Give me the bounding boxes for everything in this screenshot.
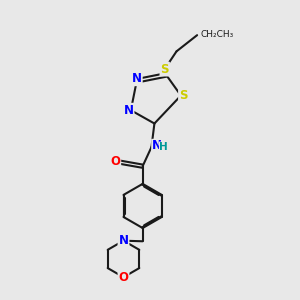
Text: H: H: [160, 142, 168, 152]
Text: CH₂CH₃: CH₂CH₃: [201, 30, 234, 39]
Text: O: O: [118, 271, 128, 284]
Text: N: N: [132, 72, 142, 85]
Text: N: N: [118, 234, 128, 247]
Text: O: O: [110, 155, 120, 168]
Text: S: S: [179, 89, 188, 102]
Text: N: N: [152, 140, 162, 152]
Text: S: S: [160, 62, 169, 76]
Text: N: N: [124, 104, 134, 117]
